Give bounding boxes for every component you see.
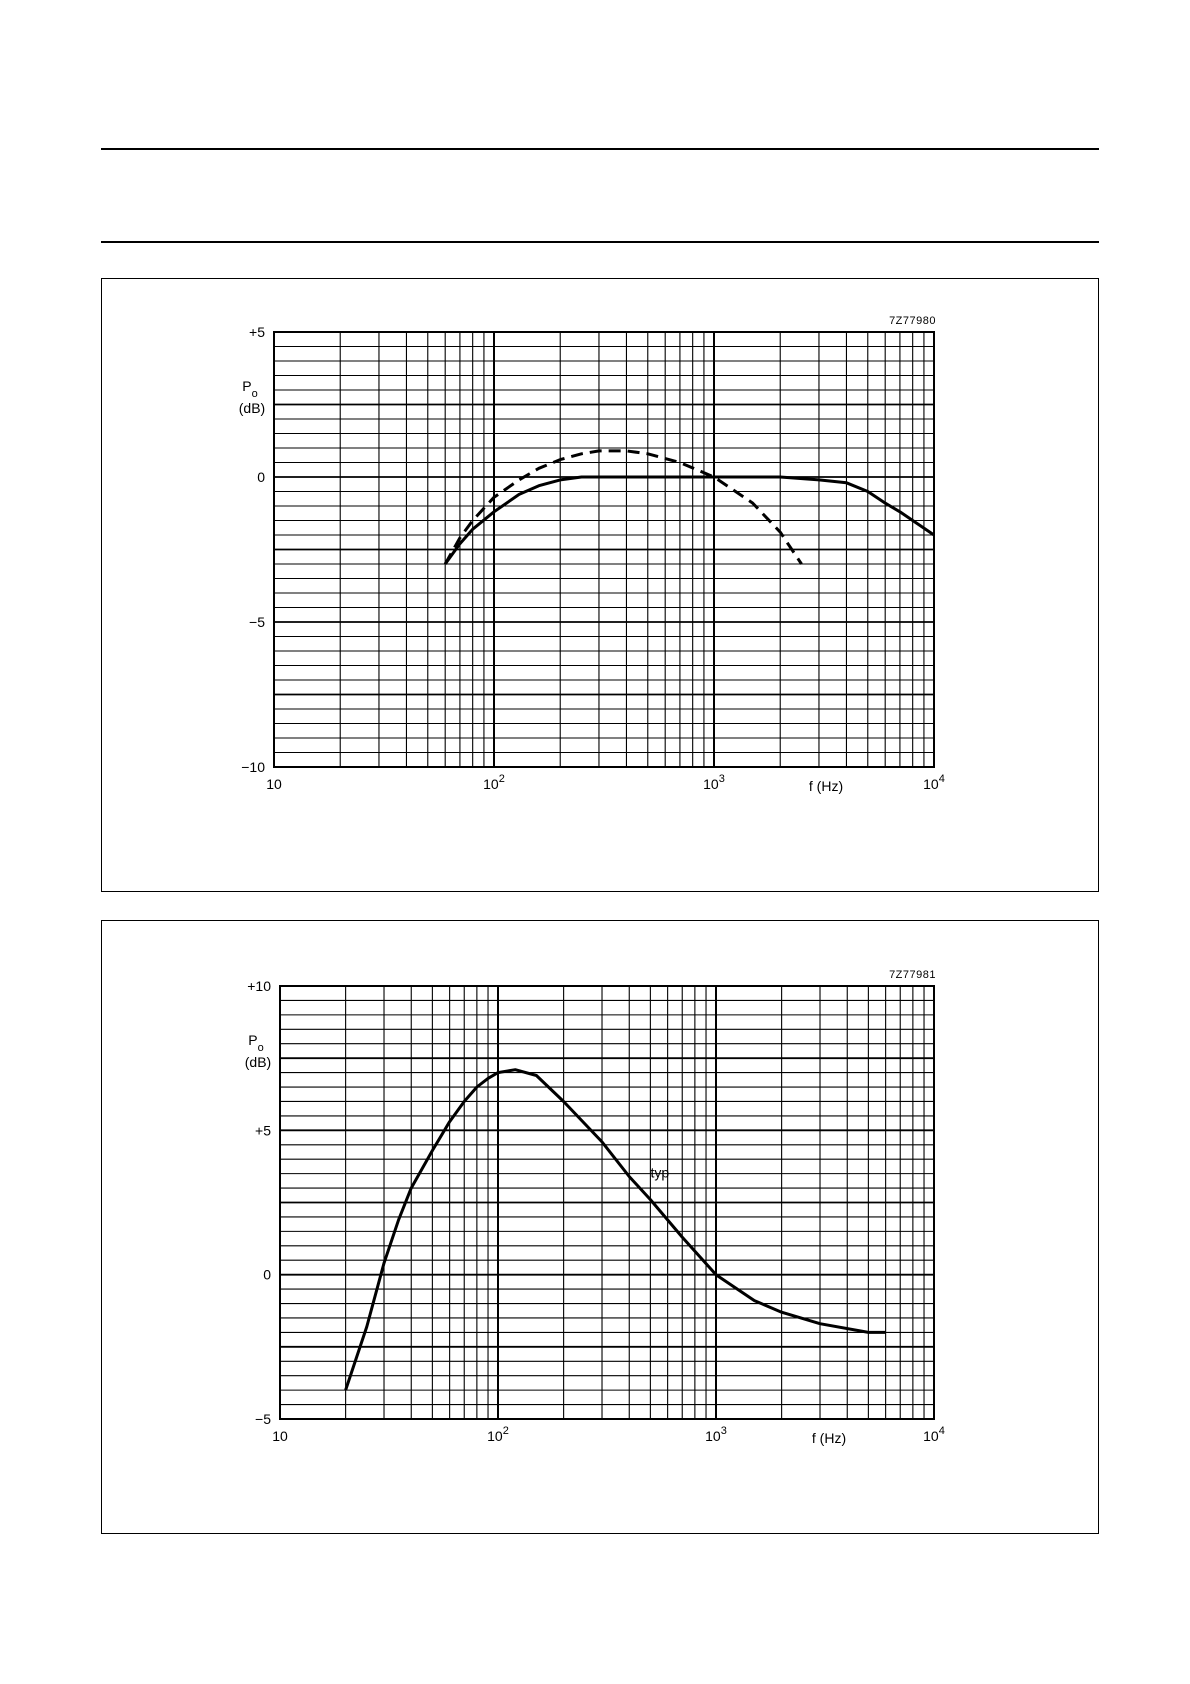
chart2-x-tick-base: 10 bbox=[923, 1428, 939, 1444]
chart2-y-tick-label: 0 bbox=[263, 1267, 271, 1283]
chart1-x-tick-label: 10 bbox=[266, 776, 282, 792]
chart2-y-tick-label: +5 bbox=[255, 1122, 271, 1138]
chart2-x-tick-base: 10 bbox=[487, 1428, 503, 1444]
chart2-y-axis-label-sub: o bbox=[258, 1042, 264, 1054]
chart2-x-tick-label: 10 bbox=[272, 1428, 288, 1444]
chart2-y-tick-label: −5 bbox=[255, 1411, 271, 1427]
chart1-x-tick-base: 10 bbox=[483, 776, 499, 792]
chart2-x-tick-base: 10 bbox=[272, 1428, 288, 1444]
chart1-y-tick-label: 0 bbox=[257, 469, 265, 485]
chart2-x-tick-label: 102 bbox=[487, 1425, 509, 1444]
chart1-x-tick-label: 103 bbox=[703, 773, 725, 792]
chart1-x-tick-exponent: 3 bbox=[719, 773, 725, 785]
chart1-y-axis-label-sub: o bbox=[252, 388, 258, 400]
chart1-plot-frame bbox=[273, 331, 935, 768]
chart1-x-tick-label: 102 bbox=[483, 773, 505, 792]
chart2-y-tick-label: +10 bbox=[247, 978, 271, 994]
chart1-grid bbox=[273, 331, 935, 768]
chart1-x-tick-exponent: 2 bbox=[499, 773, 505, 785]
chart2-y-axis-label: Po bbox=[248, 1032, 263, 1054]
chart1-y-axis-unit: (dB) bbox=[239, 400, 265, 416]
chart2-x-tick-exponent: 2 bbox=[503, 1425, 509, 1437]
chart1-series-dashed-line bbox=[443, 449, 803, 565]
chart1-x-tick-exponent: 4 bbox=[939, 773, 945, 785]
chart1-x-tick-label: 104 bbox=[923, 773, 945, 792]
chart1-y-tick-label: −10 bbox=[241, 759, 265, 775]
chart2-x-tick-exponent: 4 bbox=[939, 1425, 945, 1437]
chart1-y-axis-label: Po bbox=[242, 378, 257, 400]
figure-panel-1: +5 0 −5 −10 10 102 103 104 f (Hz) Po (dB) 7Z77980 bbox=[101, 278, 1099, 892]
chart1-series-solid-line bbox=[443, 475, 935, 565]
chart1-x-tick-base: 10 bbox=[703, 776, 719, 792]
chart1-y-axis-label-main: P bbox=[242, 378, 251, 394]
chart2-x-tick-base: 10 bbox=[705, 1428, 721, 1444]
top-rule bbox=[101, 148, 1099, 150]
chart1-x-tick-base: 10 bbox=[266, 776, 282, 792]
figure-panel-2: +10 +5 0 −5 10 102 103 104 f (Hz) Po (dB) 7Z77981 ty… bbox=[101, 920, 1099, 1534]
chart2-series-solid-line bbox=[344, 1068, 886, 1391]
chart2-grid bbox=[279, 985, 935, 1420]
chart1-figure-code: 7Z77980 bbox=[889, 315, 936, 327]
chart2-plot-frame bbox=[279, 985, 935, 1420]
chart2-x-tick-label: 103 bbox=[705, 1425, 727, 1444]
chart2-x-tick-label: 104 bbox=[923, 1425, 945, 1444]
chart1-y-tick-label: −5 bbox=[249, 614, 265, 630]
chart2-x-tick-exponent: 3 bbox=[721, 1425, 727, 1437]
chart1-x-tick-base: 10 bbox=[923, 776, 939, 792]
chart1-y-tick-label: +5 bbox=[249, 324, 265, 340]
chart2-x-axis-label: f (Hz) bbox=[812, 1430, 846, 1446]
chart2-figure-code: 7Z77981 bbox=[889, 969, 936, 981]
chart2-annotation-label: typ bbox=[651, 1165, 670, 1181]
chart1-x-axis-label: f (Hz) bbox=[809, 778, 843, 794]
chart2-y-axis-unit: (dB) bbox=[245, 1054, 271, 1070]
second-rule bbox=[101, 241, 1099, 243]
chart2-y-axis-label-main: P bbox=[248, 1032, 257, 1048]
